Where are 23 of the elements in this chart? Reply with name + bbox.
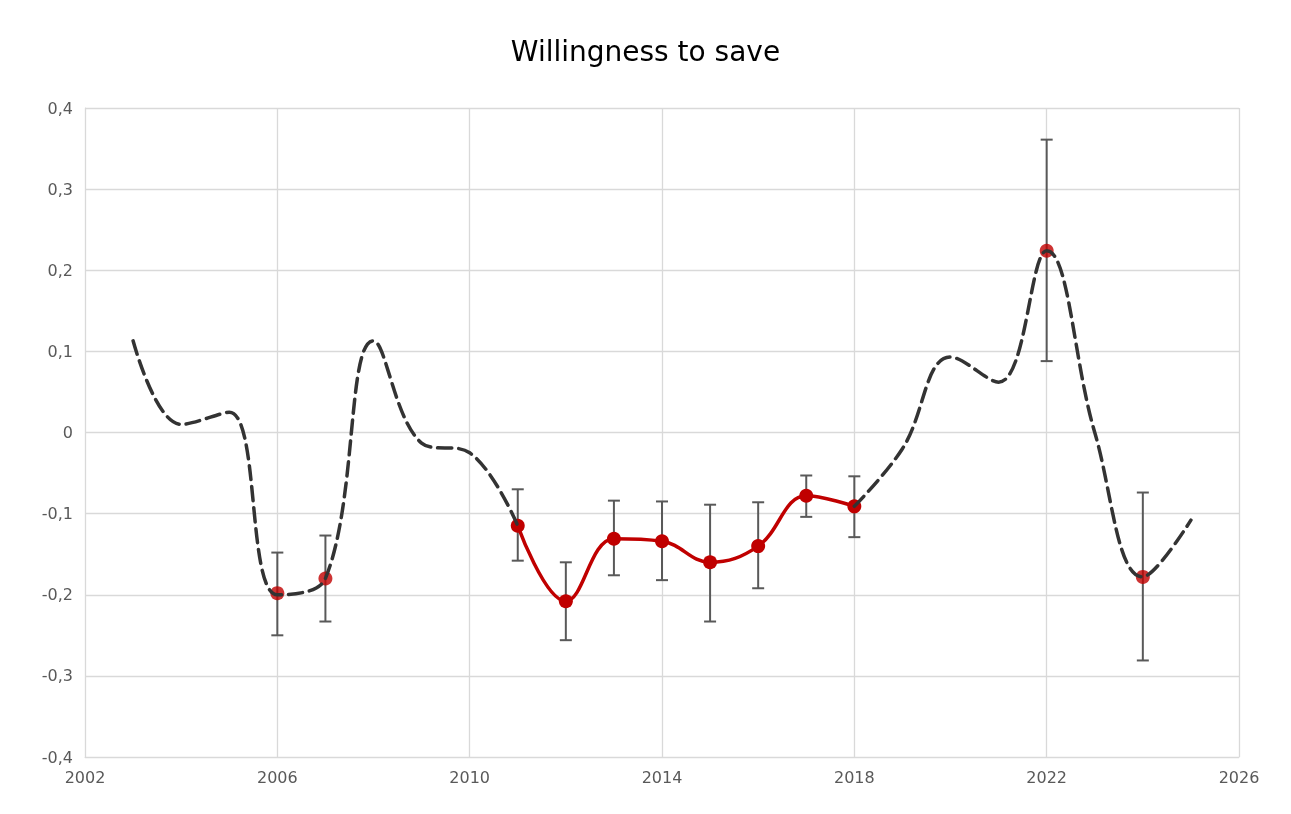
chart-title: Willingness to save [510, 34, 781, 68]
x-tick-label: 2022 [1026, 767, 1068, 787]
y-tick-label: 0,1 [47, 341, 73, 361]
y-tick-label: 0,4 [47, 98, 73, 118]
y-tick-label: -0,4 [41, 747, 73, 767]
y-tick-label: 0,2 [47, 260, 73, 280]
y-tick-label: -0,3 [41, 666, 73, 686]
x-tick-label: 2026 [1218, 767, 1260, 787]
y-tick-label: 0 [62, 423, 73, 442]
point [655, 534, 669, 549]
x-tick-label: 2014 [641, 767, 683, 787]
point [799, 488, 814, 503]
y-tick-label: 0,3 [47, 179, 73, 199]
x-tick-label: 2006 [256, 767, 298, 787]
point [703, 555, 718, 570]
y-tick-label: -0,1 [41, 504, 73, 524]
x-tick-label: 2002 [64, 767, 106, 787]
point [558, 594, 573, 609]
point [751, 539, 766, 554]
y-tick-label: -0,2 [41, 585, 73, 605]
x-tick-label: 2010 [449, 767, 491, 787]
x-tick-label: 2018 [833, 767, 875, 787]
point [606, 531, 621, 546]
